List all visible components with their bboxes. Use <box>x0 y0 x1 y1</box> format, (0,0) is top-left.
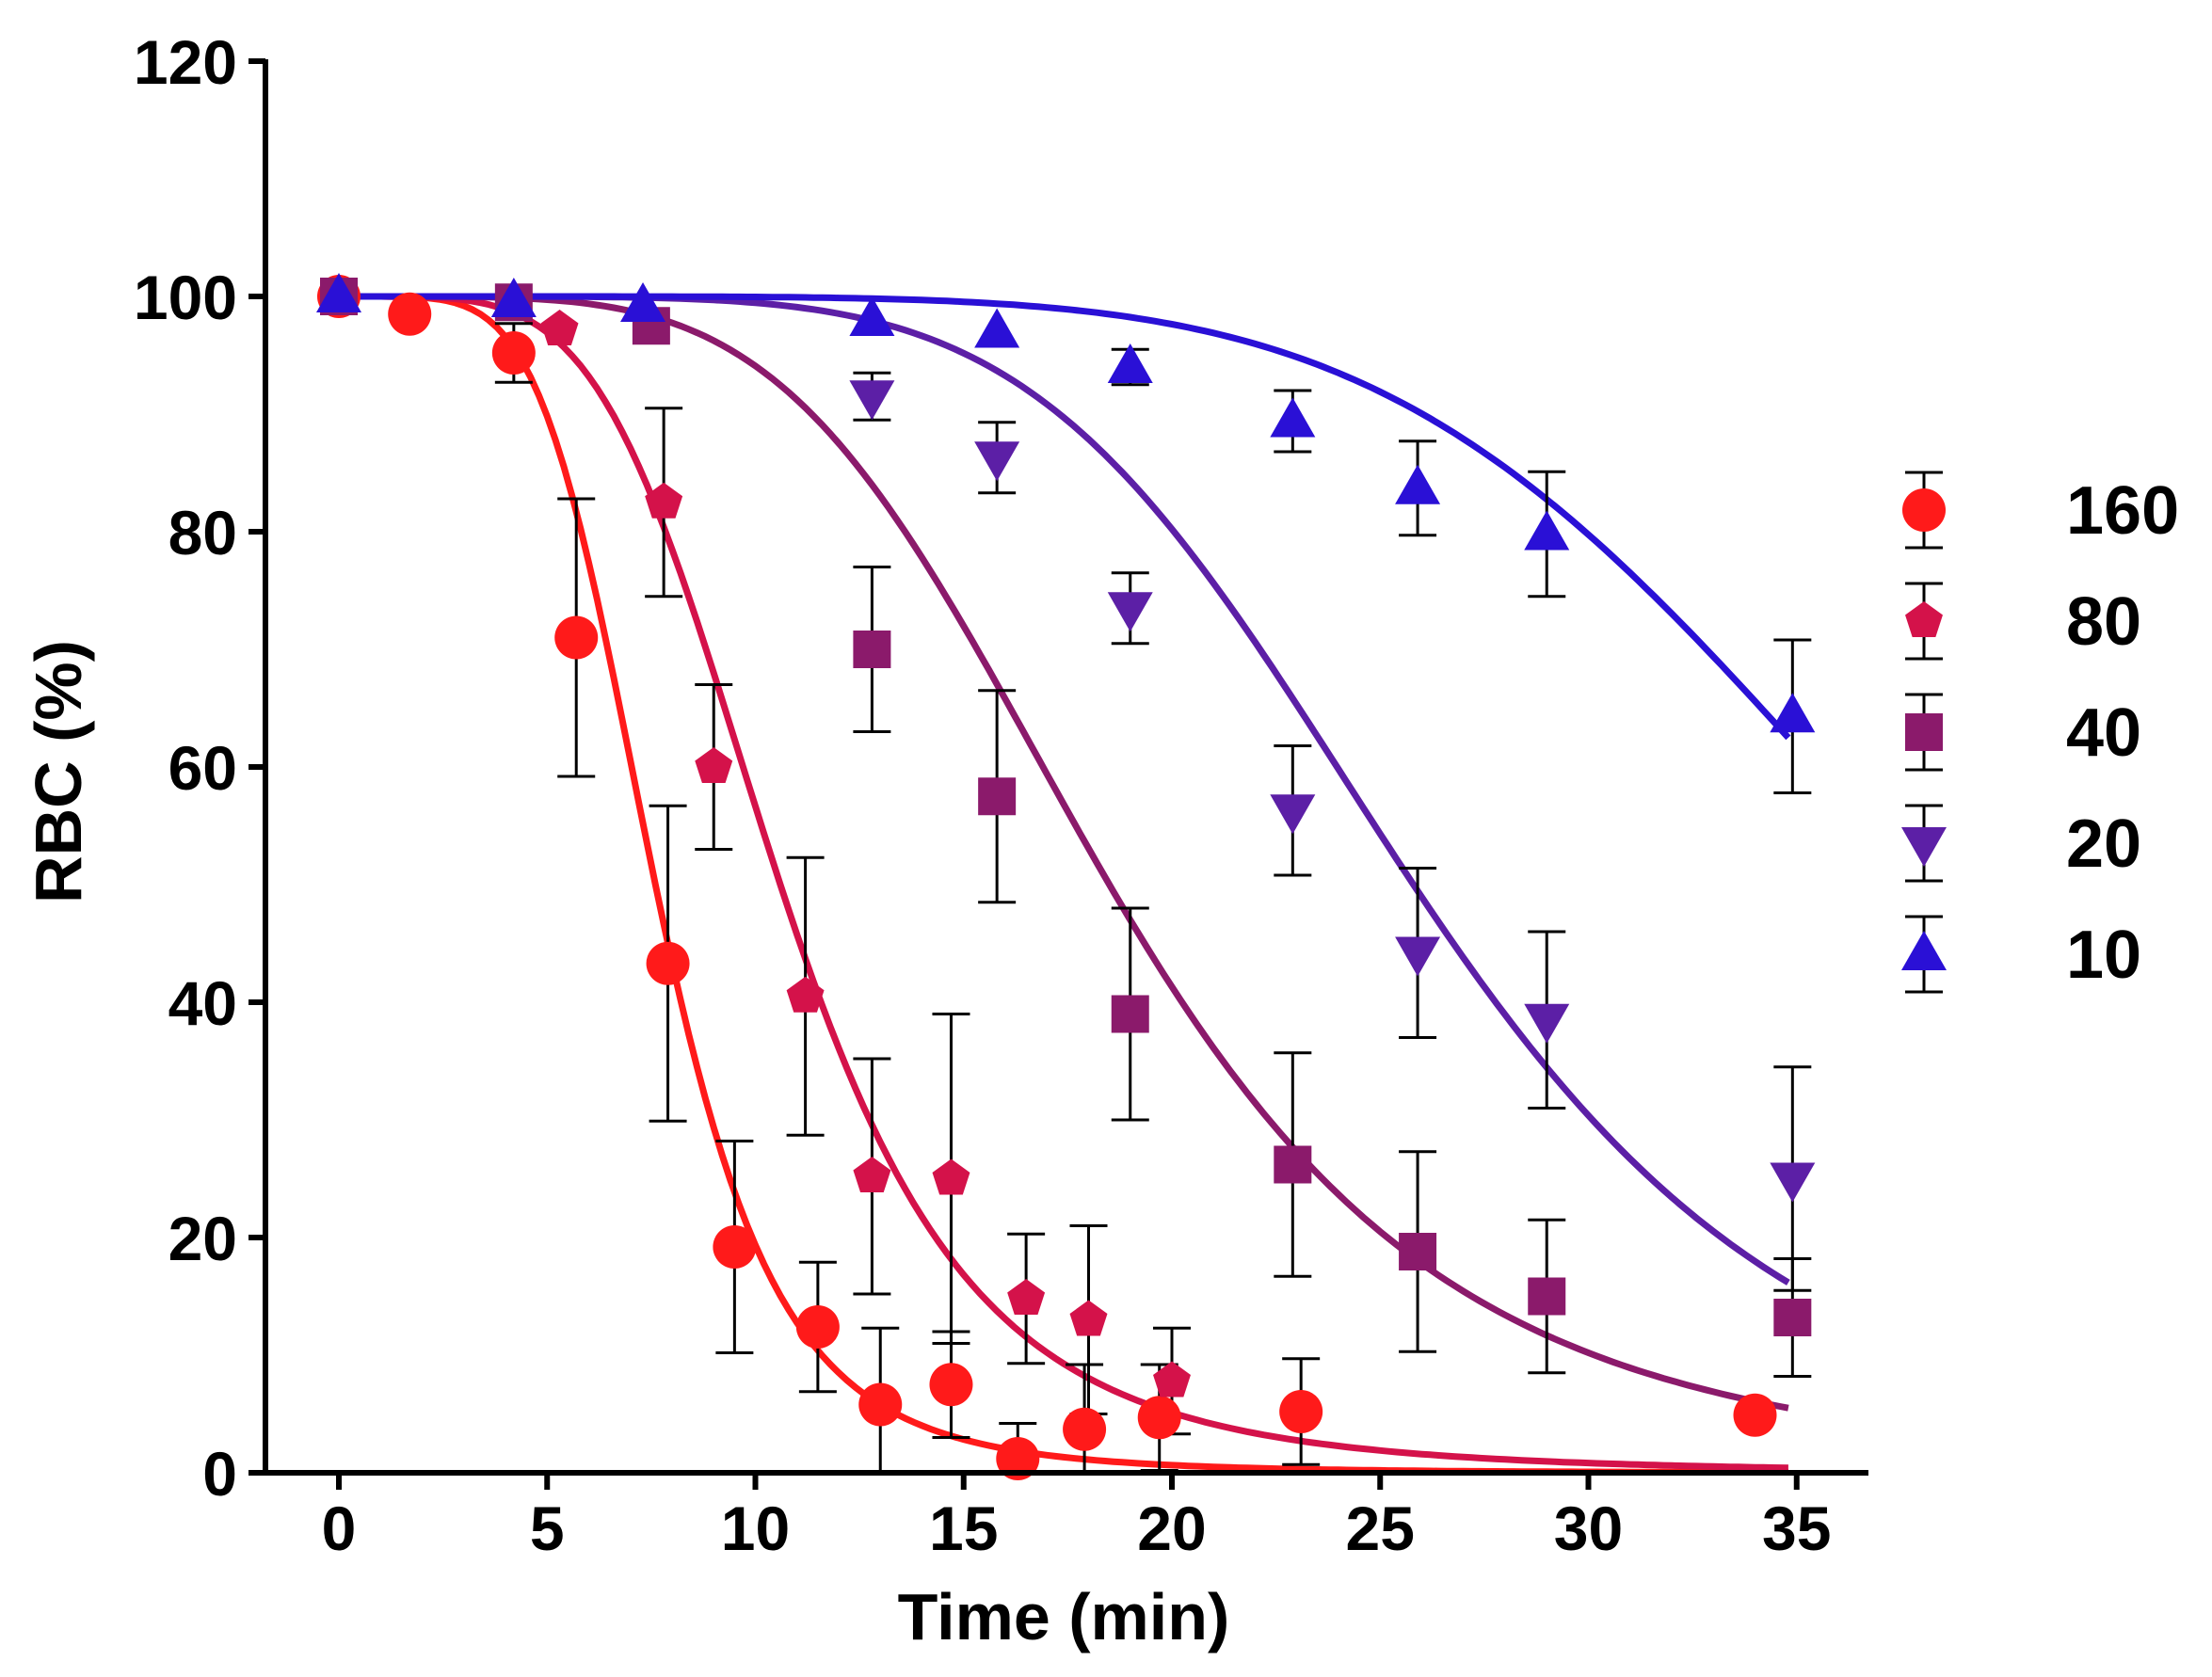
error-bars-layer <box>494 322 1812 1475</box>
y-tick-label: 120 <box>134 27 237 97</box>
data-point-10 <box>490 278 537 317</box>
data-point-40 <box>1111 995 1149 1033</box>
data-point-160 <box>713 1225 757 1269</box>
x-tick-label: 20 <box>1137 1493 1206 1563</box>
data-points-layer <box>316 273 1816 1480</box>
data-point-160 <box>1279 1390 1323 1433</box>
x-tick-label: 35 <box>1762 1493 1831 1563</box>
legend-item-80: 80 <box>1905 582 2141 661</box>
data-point-80 <box>786 976 825 1013</box>
legend-label: 160 <box>2066 473 2179 549</box>
legend-item-10: 10 <box>1901 915 2141 994</box>
data-point-160 <box>996 1437 1040 1480</box>
y-tick-label: 100 <box>134 263 237 332</box>
legend-item-40: 40 <box>1905 693 2141 772</box>
x-tick-label: 5 <box>530 1493 565 1563</box>
data-point-20 <box>1524 1003 1570 1044</box>
y-tick-label: 20 <box>168 1204 237 1273</box>
tick-labels-layer: 0 20 40 60 80 100 120 0 5 10 15 20 25 30 35 <box>134 27 1832 1563</box>
data-point-40 <box>853 631 891 668</box>
data-point-160 <box>388 292 432 336</box>
legend-marker-80 <box>1905 601 1943 637</box>
fit-curve-80 <box>339 293 1788 1472</box>
y-tick-label: 80 <box>168 498 237 567</box>
data-point-20 <box>1770 1162 1816 1203</box>
data-point-10 <box>1270 397 1316 438</box>
data-point-40 <box>1274 1145 1312 1184</box>
legend-item-160: 160 <box>1902 471 2179 550</box>
x-tick-label: 30 <box>1554 1493 1623 1563</box>
data-point-40 <box>1773 1299 1812 1336</box>
data-point-80 <box>540 310 579 345</box>
data-point-160 <box>795 1305 840 1349</box>
legend-label: 40 <box>2066 695 2141 771</box>
fit-curve-160 <box>339 293 1788 1476</box>
data-point-10 <box>974 308 1020 348</box>
data-point-80 <box>695 747 733 783</box>
legend-label: 20 <box>2066 807 2141 882</box>
data-point-80 <box>1153 1361 1191 1398</box>
data-point-80 <box>645 482 683 519</box>
data-point-160 <box>858 1382 903 1427</box>
x-tick-label: 10 <box>721 1493 790 1563</box>
data-point-160 <box>929 1363 973 1407</box>
y-tick-label: 0 <box>202 1439 237 1509</box>
axes-layer <box>263 59 1868 1476</box>
y-axis-title: RBC (%) <box>22 640 95 903</box>
x-axis-title: Time (min) <box>898 1580 1230 1653</box>
data-point-40 <box>978 777 1017 816</box>
data-point-20 <box>1395 936 1441 977</box>
legend-label: 10 <box>2066 918 2141 993</box>
data-point-160 <box>1137 1396 1181 1440</box>
data-point-80 <box>1007 1279 1046 1315</box>
y-tick-label: 40 <box>168 968 237 1038</box>
data-point-160 <box>646 941 690 985</box>
data-point-10 <box>1770 693 1816 733</box>
data-point-160 <box>1063 1407 1107 1451</box>
data-point-80 <box>1069 1300 1108 1336</box>
data-point-20 <box>974 441 1020 482</box>
fit-curve-10 <box>339 293 1791 741</box>
data-point-20 <box>1270 794 1316 835</box>
x-tick-label: 15 <box>929 1493 998 1563</box>
data-point-10 <box>316 273 361 312</box>
data-point-80 <box>932 1158 970 1195</box>
data-point-20 <box>1107 592 1153 632</box>
data-point-20 <box>849 380 895 421</box>
data-point-160 <box>554 615 599 660</box>
fit-curve-40 <box>339 293 1789 1412</box>
data-point-160 <box>491 331 536 375</box>
legend-item-20: 20 <box>1901 804 2141 883</box>
legend: 160 80 40 20 10 <box>1901 471 2179 994</box>
fit-curves-layer <box>339 293 1791 1476</box>
data-point-10 <box>1524 510 1570 551</box>
data-point-10 <box>1395 464 1441 504</box>
legend-marker-10 <box>1901 931 1947 970</box>
legend-label: 80 <box>2066 584 2141 660</box>
data-point-10 <box>620 282 666 322</box>
legend-marker-40 <box>1905 713 1943 751</box>
data-point-160 <box>1733 1393 1777 1437</box>
data-point-10 <box>1107 343 1153 383</box>
data-point-40 <box>1399 1233 1437 1270</box>
x-tick-label: 0 <box>322 1493 357 1563</box>
data-point-10 <box>849 296 895 336</box>
legend-marker-160 <box>1902 488 1946 532</box>
legend-marker-20 <box>1901 827 1947 867</box>
x-tick-label: 25 <box>1346 1493 1415 1563</box>
data-point-40 <box>1528 1277 1566 1316</box>
data-point-80 <box>853 1157 891 1192</box>
y-tick-label: 60 <box>168 733 237 803</box>
